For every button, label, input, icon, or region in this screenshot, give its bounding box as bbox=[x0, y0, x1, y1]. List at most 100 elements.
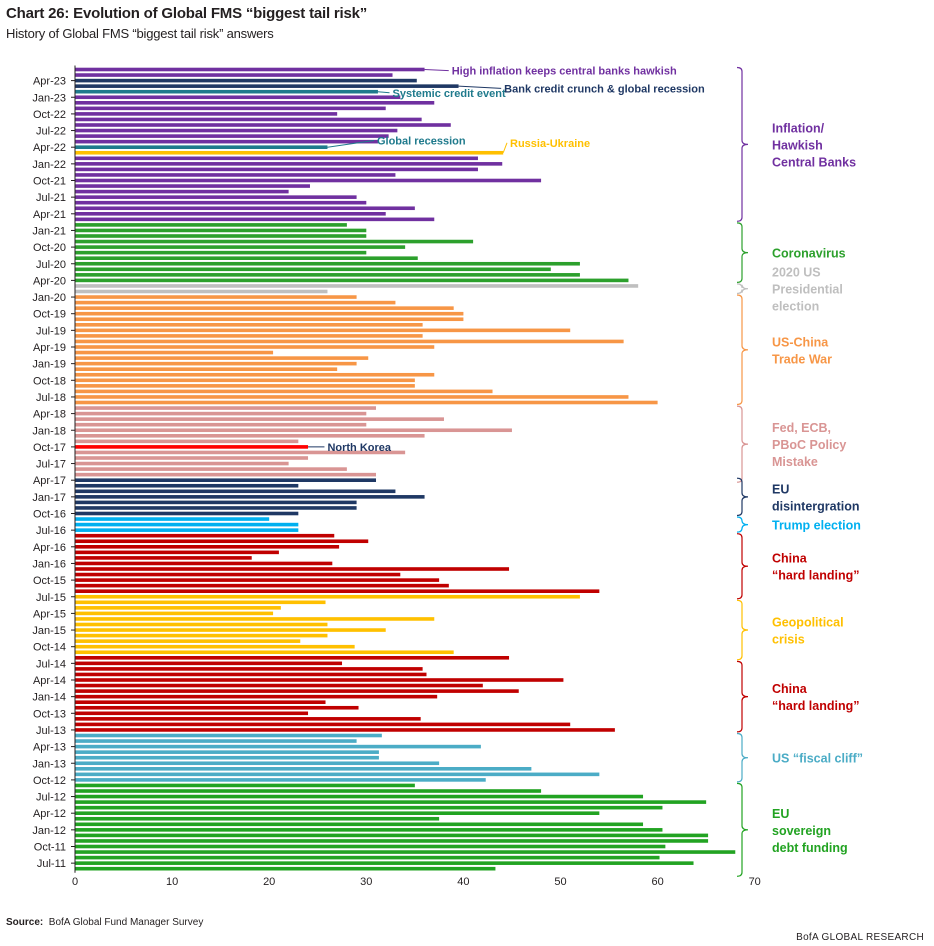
bar bbox=[75, 656, 510, 660]
group-label: disintergration bbox=[772, 499, 860, 513]
bar bbox=[75, 139, 378, 144]
x-tick-label: 0 bbox=[72, 876, 78, 888]
group-label: crisis bbox=[772, 633, 805, 647]
x-tick-label: 60 bbox=[651, 876, 663, 888]
bar bbox=[75, 522, 299, 527]
group-bracket bbox=[736, 782, 749, 877]
bar bbox=[75, 583, 449, 588]
annotation-layer: High inflation keeps central banks hawki… bbox=[308, 66, 705, 454]
y-tick-label: Apr-16 bbox=[33, 542, 66, 554]
bar bbox=[75, 323, 423, 327]
group-label: debt funding bbox=[772, 841, 848, 855]
bar bbox=[75, 200, 367, 205]
bar bbox=[75, 306, 454, 310]
bar bbox=[75, 789, 542, 793]
bar bbox=[75, 816, 440, 821]
bar bbox=[75, 861, 694, 865]
bar bbox=[75, 761, 440, 766]
bar bbox=[75, 689, 519, 693]
bar bbox=[75, 550, 279, 555]
bar bbox=[75, 73, 393, 77]
bar bbox=[75, 839, 709, 843]
bar bbox=[75, 156, 478, 161]
bar bbox=[75, 794, 644, 799]
group-bracket bbox=[736, 599, 749, 661]
bar bbox=[75, 528, 299, 532]
bar bbox=[75, 267, 551, 272]
bar bbox=[75, 328, 571, 333]
group-label: Fed, ECB, bbox=[772, 421, 831, 435]
group-label: Trump election bbox=[772, 519, 861, 533]
bar bbox=[75, 572, 401, 577]
y-tick-label: Oct-21 bbox=[33, 176, 66, 188]
y-tick-label: Apr-17 bbox=[33, 475, 66, 487]
group-bracket bbox=[736, 732, 749, 783]
bar bbox=[75, 311, 464, 316]
bar bbox=[75, 561, 333, 566]
bar bbox=[75, 406, 377, 410]
bar bbox=[75, 828, 663, 832]
bar bbox=[75, 589, 600, 593]
group-label: US “fiscal cliff” bbox=[772, 752, 863, 766]
group-label: Geopolitical bbox=[772, 616, 844, 630]
bar bbox=[75, 411, 367, 416]
group-bracket bbox=[736, 405, 749, 483]
bar bbox=[75, 511, 299, 516]
bar bbox=[75, 506, 357, 510]
group-bracket-layer: Inflation/Hawkish Central Banks Coronaviru… bbox=[736, 66, 863, 877]
annotation-label: Bank credit crunch & global recession bbox=[504, 83, 705, 95]
y-tick-label: Apr-19 bbox=[33, 342, 66, 354]
group-label: 2020 US bbox=[772, 266, 821, 280]
x-tick-label: 70 bbox=[749, 876, 761, 888]
y-tick-label: Jan-22 bbox=[32, 159, 66, 171]
y-tick-label: Jul-18 bbox=[36, 392, 66, 404]
x-tick-label: 50 bbox=[554, 876, 566, 888]
source-text: BofA Global Fund Manager Survey bbox=[48, 917, 204, 928]
bar bbox=[75, 117, 422, 122]
bar bbox=[75, 483, 299, 488]
bar bbox=[75, 339, 624, 344]
bar bbox=[75, 223, 347, 227]
bar bbox=[75, 811, 600, 815]
chart-title: Chart 26: Evolution of Global FMS “bigge… bbox=[6, 5, 368, 22]
group-label: Inflation/ bbox=[772, 121, 825, 135]
bar bbox=[75, 428, 512, 433]
bar bbox=[75, 733, 382, 738]
y-tick-label: Jan-18 bbox=[32, 425, 66, 437]
y-tick-label: Jan-23 bbox=[32, 92, 66, 104]
y-tick-label: Apr-22 bbox=[33, 142, 66, 154]
bar bbox=[75, 206, 415, 211]
annotation-leader bbox=[327, 140, 375, 148]
bar bbox=[75, 617, 435, 621]
bar bbox=[75, 384, 415, 388]
group-label: US-China bbox=[772, 335, 829, 349]
y-tick-label: Apr-23 bbox=[33, 76, 66, 88]
bar bbox=[75, 517, 270, 521]
bar bbox=[75, 389, 493, 394]
bar bbox=[75, 162, 503, 166]
group-bracket bbox=[736, 283, 749, 295]
bar bbox=[75, 112, 338, 116]
bar bbox=[75, 334, 423, 338]
bar bbox=[75, 450, 406, 455]
bar bbox=[75, 755, 379, 760]
y-tick-label: Jan-16 bbox=[32, 558, 66, 570]
bar bbox=[75, 495, 425, 499]
bar bbox=[75, 739, 357, 743]
bar bbox=[75, 600, 326, 605]
bar bbox=[75, 594, 580, 599]
bar bbox=[75, 678, 564, 682]
annotation-label: North Korea bbox=[327, 442, 391, 454]
bar bbox=[75, 478, 377, 482]
bar bbox=[75, 705, 359, 710]
bar bbox=[75, 489, 396, 494]
y-tick-label: Oct-19 bbox=[33, 309, 66, 321]
bar bbox=[75, 461, 289, 466]
group-bracket bbox=[736, 222, 749, 283]
bar bbox=[75, 711, 309, 716]
x-tick-label: 30 bbox=[360, 876, 372, 888]
bar bbox=[75, 717, 421, 721]
bar bbox=[75, 173, 396, 177]
y-tick-label: Oct-20 bbox=[33, 242, 66, 254]
bar bbox=[75, 728, 615, 732]
